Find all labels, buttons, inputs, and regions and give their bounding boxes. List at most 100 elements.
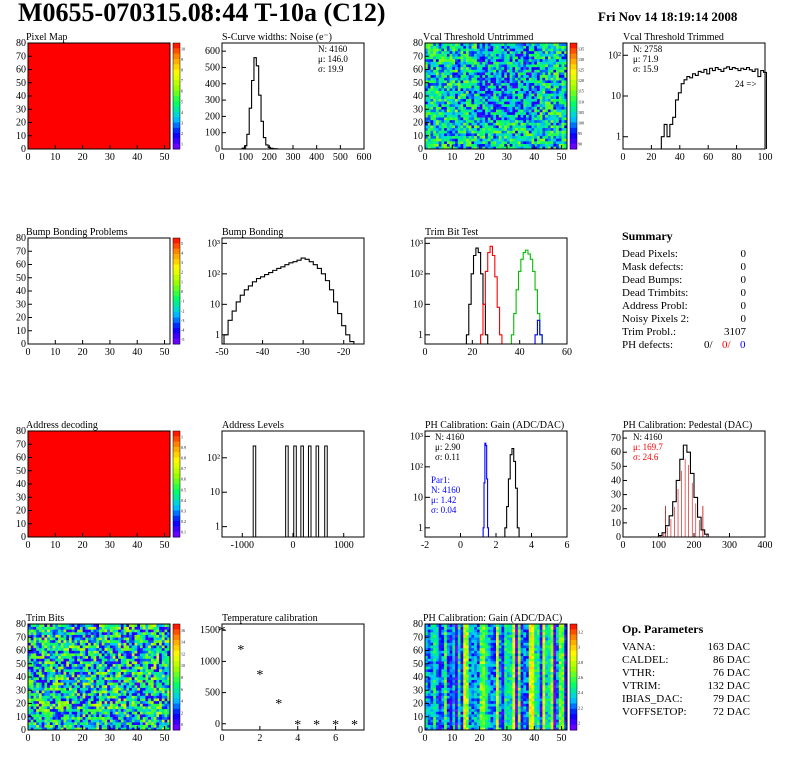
heatmap-cell xyxy=(455,90,459,94)
heatmap-cell xyxy=(545,719,549,723)
heatmap-cell xyxy=(558,50,562,54)
heatmap-cell xyxy=(49,724,53,728)
y-tick-label: 30 xyxy=(413,104,423,115)
heatmap-cell xyxy=(55,708,59,712)
heatmap-cell xyxy=(528,98,532,102)
heatmap-cell xyxy=(474,77,478,81)
heatmap-cell xyxy=(506,50,510,54)
palette-swatch xyxy=(173,285,180,292)
heatmap-cell xyxy=(129,655,133,659)
heatmap-cell xyxy=(28,639,32,643)
heatmap-cell xyxy=(531,727,535,731)
heatmap-cell xyxy=(41,639,45,643)
heatmap-cell xyxy=(167,700,171,704)
heatmap-cell xyxy=(44,663,48,667)
heatmap-cell xyxy=(515,138,519,142)
heatmap-cell xyxy=(137,700,141,704)
heatmap-cell xyxy=(427,719,431,723)
heatmap-cell xyxy=(137,711,141,715)
heatmap-cell xyxy=(77,634,81,638)
heatmap-cell xyxy=(427,66,431,70)
heatmap-cell xyxy=(99,642,103,646)
heatmap-cell xyxy=(159,698,163,702)
heatmap-cell xyxy=(509,53,513,57)
heatmap-cell xyxy=(63,647,67,651)
heatmap-cell xyxy=(30,653,34,657)
heatmap-cell xyxy=(550,90,554,94)
heatmap-cell xyxy=(545,88,549,91)
heatmap-cell xyxy=(433,88,437,91)
heatmap-cell xyxy=(523,98,527,102)
x-tick-label: 400 xyxy=(758,540,773,551)
heatmap-cell xyxy=(129,626,133,630)
heatmap-cell xyxy=(55,671,59,675)
heatmap-cell xyxy=(493,58,497,62)
heatmap-cell xyxy=(99,624,103,627)
heatmap-cell xyxy=(512,85,516,89)
heatmap-cell xyxy=(126,624,130,627)
heatmap-cell xyxy=(47,645,51,649)
heatmap-cell xyxy=(526,50,530,54)
heatmap-cell xyxy=(493,724,497,728)
palette-swatch xyxy=(173,264,180,271)
heatmap-cell xyxy=(528,722,532,725)
heatmap-cell xyxy=(148,626,152,630)
heatmap-cell xyxy=(142,669,146,672)
heatmap-cell xyxy=(82,669,86,672)
heatmap-cell xyxy=(561,58,565,62)
heatmap-cell xyxy=(498,93,502,97)
heatmap-cell xyxy=(60,714,64,718)
heatmap-cell xyxy=(28,727,32,731)
heatmap-cell xyxy=(471,53,475,57)
heatmap-cell xyxy=(517,80,521,84)
palette-swatch xyxy=(173,462,180,469)
heatmap-cell xyxy=(120,653,124,657)
heatmap-cell xyxy=(104,639,108,643)
heatmap-cell xyxy=(446,77,450,81)
heatmap-cell xyxy=(145,722,149,725)
heatmap-cell xyxy=(550,98,554,102)
heatmap-cell xyxy=(545,80,549,84)
heatmap-cell xyxy=(156,642,160,646)
heatmap-cell xyxy=(161,674,165,678)
heatmap-cell xyxy=(150,711,154,715)
heatmap-cell xyxy=(159,682,163,686)
heatmap-cell xyxy=(33,700,37,704)
heatmap-cell xyxy=(520,58,524,62)
heatmap-cell xyxy=(455,724,459,728)
heatmap-cell xyxy=(134,671,138,675)
heatmap-cell xyxy=(476,106,480,110)
heatmap-cell xyxy=(38,626,42,630)
heatmap-cell xyxy=(82,682,86,686)
heatmap-cell xyxy=(63,637,67,641)
heatmap-cell xyxy=(441,80,445,84)
heatmap-cell xyxy=(159,666,163,670)
heatmap-cell xyxy=(90,703,94,707)
x-tick-label: 500 xyxy=(333,152,348,163)
heatmap-cell xyxy=(463,106,467,110)
heatmap-cell xyxy=(553,85,557,89)
heatmap-cell xyxy=(465,77,469,81)
heatmap-cell xyxy=(137,645,141,649)
palette-swatch xyxy=(173,531,180,538)
heatmap-cell xyxy=(506,724,510,728)
heatmap-cell xyxy=(517,122,521,126)
heatmap-cell xyxy=(88,714,92,718)
heatmap-cell xyxy=(142,690,146,694)
heatmap-cell xyxy=(545,72,549,76)
heatmap-cell xyxy=(126,706,130,710)
heatmap-cell xyxy=(523,96,527,99)
heatmap-cell xyxy=(452,56,456,60)
heatmap-cell xyxy=(96,714,100,718)
heatmap-cell xyxy=(556,101,560,105)
heatmap-cell xyxy=(123,624,127,627)
heatmap-cell xyxy=(134,722,138,725)
palette-swatch xyxy=(173,499,180,506)
heatmap-cell xyxy=(479,719,483,723)
plot-bg xyxy=(222,431,364,537)
heatmap-cell xyxy=(493,127,497,131)
heatmap-cell xyxy=(452,77,456,81)
heatmap-cell xyxy=(474,111,478,115)
heatmap-cell xyxy=(476,43,480,46)
heatmap-cell xyxy=(41,624,45,627)
